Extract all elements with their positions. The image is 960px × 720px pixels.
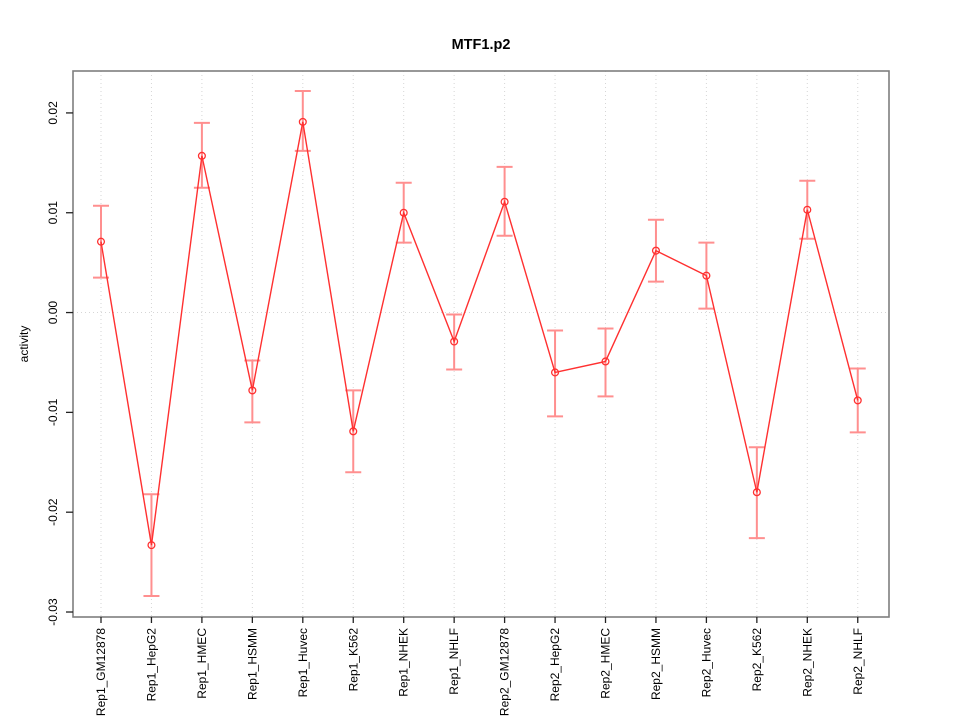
data-point-marker [651, 246, 660, 255]
x-tick-label: Rep1_NHLF [447, 628, 461, 695]
data-point-marker [298, 117, 307, 126]
chart-title: MTF1.p2 [452, 37, 511, 53]
y-axis-label: activity [17, 326, 31, 363]
data-point-marker [601, 357, 610, 366]
data-point-marker [349, 427, 358, 436]
data-point-marker [500, 197, 509, 206]
x-tick-label: Rep1_K562 [346, 628, 360, 692]
data-point-marker [803, 205, 812, 214]
axes: 0.02 0.01 0.00 -0.01 -0.02 -0.03 Rep1_GM12878 R… [46, 70, 890, 716]
y-tick-label: 0.00 [46, 301, 60, 325]
x-tick-label: Rep1_HSMM [245, 628, 259, 700]
x-tick-label: Rep2_Huvec [699, 628, 713, 697]
x-tick-label: Rep1_Huvec [296, 628, 310, 697]
x-tick-label: Rep2_GM12878 [498, 628, 512, 716]
x-tick-label: Rep2_HepG2 [548, 628, 562, 702]
data-point-marker [550, 368, 560, 377]
data-point-marker [248, 386, 257, 395]
y-tick-label: 0.01 [46, 201, 60, 225]
data-point-marker [752, 488, 761, 497]
x-tick-label: Rep2_NHEK [800, 628, 814, 697]
x-tick-label: Rep1_NHEK [397, 628, 411, 697]
x-tick-label: Rep1_HepG2 [144, 628, 158, 702]
data-point-marker [450, 337, 459, 346]
x-tick-label: Rep2_NHLF [851, 628, 865, 695]
x-tick-label: Rep1_GM12878 [94, 628, 108, 716]
error-bar-series [93, 89, 866, 598]
plot-box [72, 70, 890, 618]
x-tick-label: Rep2_HMEC [599, 628, 613, 699]
y-tick-label: -0.01 [46, 398, 60, 426]
data-point-marker [853, 396, 862, 405]
x-tick-label: Rep2_HSMM [649, 628, 663, 700]
data-point-marker [399, 208, 408, 217]
y-tick-label: -0.02 [46, 498, 60, 526]
series-line [100, 121, 859, 546]
y-tick-label: -0.03 [46, 598, 60, 626]
grid-layer [73, 71, 889, 617]
x-tick-label: Rep1_HMEC [195, 628, 209, 699]
data-point-marker [147, 541, 156, 550]
data-point-marker [197, 151, 206, 160]
data-point-marker [96, 237, 106, 246]
data-point-marker [702, 271, 711, 280]
y-tick-label: 0.02 [46, 101, 60, 125]
x-tick-label: Rep2_K562 [750, 628, 764, 692]
